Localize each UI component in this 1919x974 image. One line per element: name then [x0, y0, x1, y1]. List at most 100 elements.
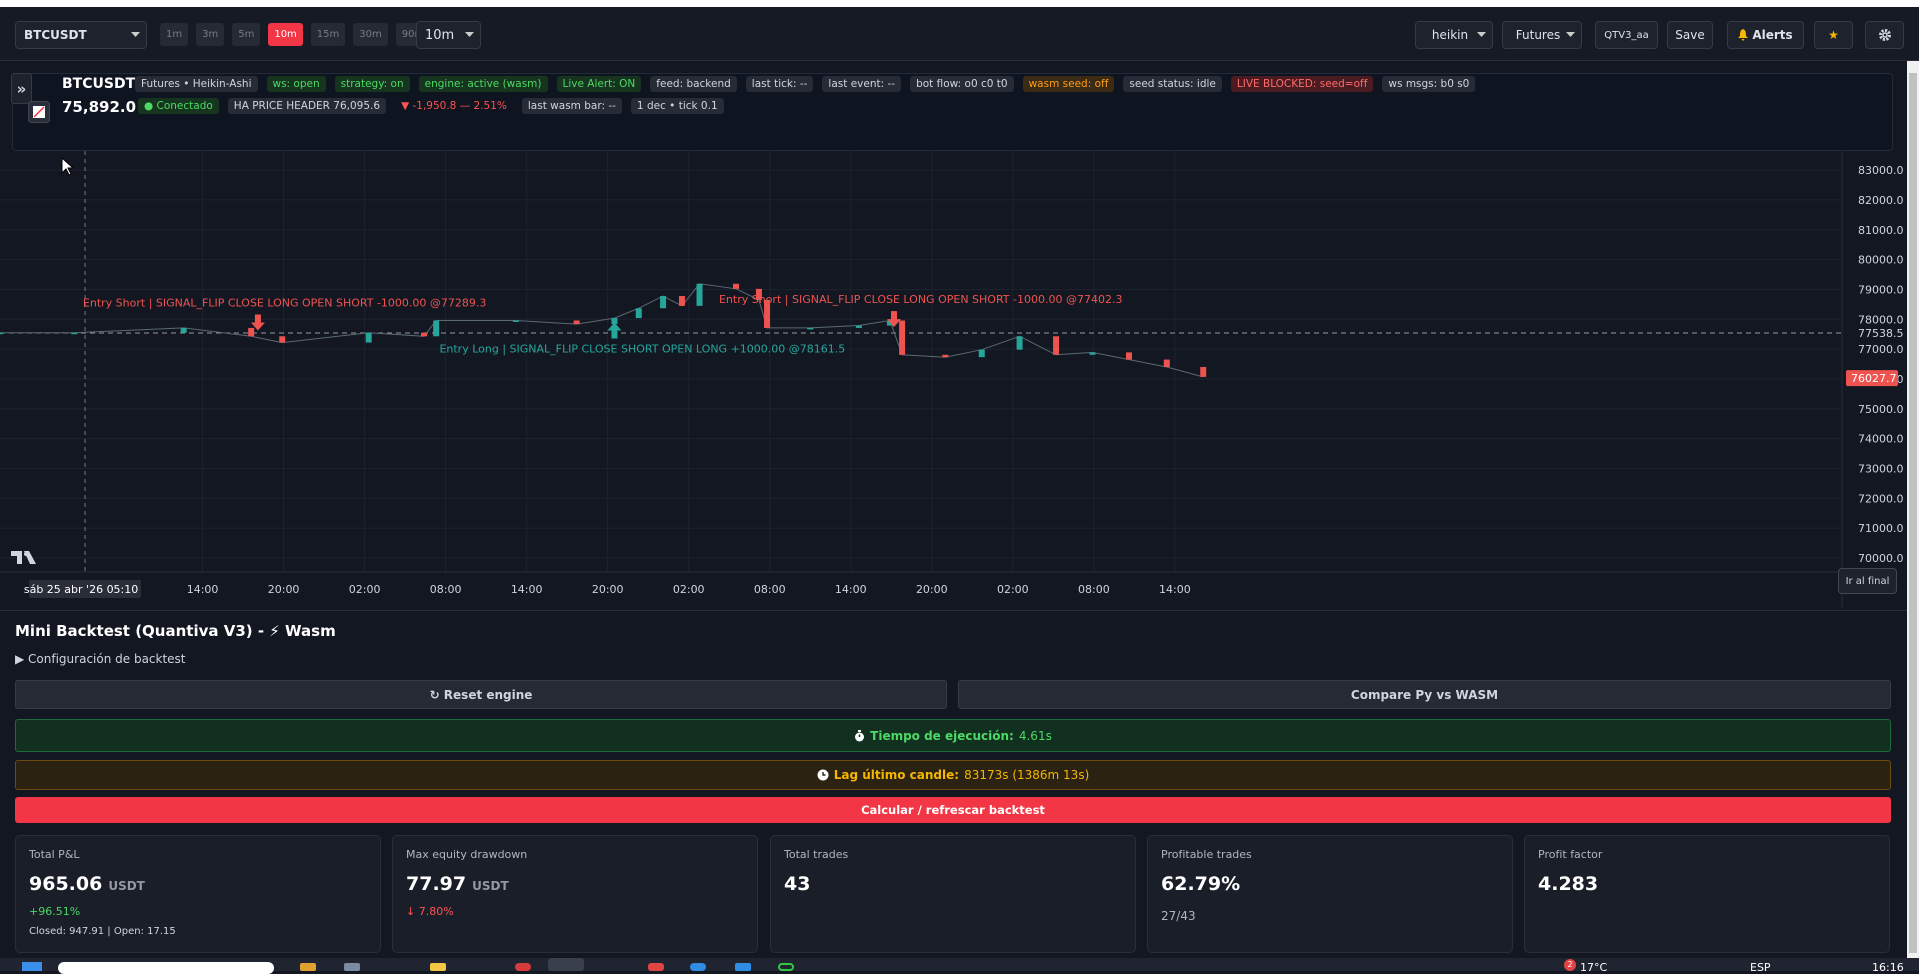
candle [573, 320, 580, 325]
symbol-select[interactable]: BTCUSDT [15, 21, 147, 49]
status-badge: ▼ -1,950.8 — 2.51% [401, 100, 507, 112]
candle [899, 320, 906, 355]
go-end-button[interactable]: Ir al final [1838, 568, 1897, 594]
save-button[interactable]: Save [1667, 21, 1713, 49]
backtest-title: Mini Backtest (Quantiva V3) - ⚡ Wasm [15, 622, 336, 640]
app-icon[interactable] [778, 963, 794, 971]
candle [942, 354, 949, 358]
interval-button[interactable]: 10m [268, 23, 303, 46]
y-tick-label: 71000.0 [1858, 522, 1904, 535]
x-tick-label: 08:00 [430, 583, 462, 596]
market-select[interactable]: Futures [1502, 21, 1582, 49]
candle [807, 327, 814, 330]
symbol-icon [28, 101, 50, 123]
compare: Compare Py vs WASM [1350, 687, 1499, 702]
app-icon[interactable] [690, 963, 706, 971]
metric-card: Total trades 43 [770, 835, 1136, 953]
candle [1200, 367, 1207, 377]
start-icon [22, 962, 42, 971]
candle [886, 320, 893, 326]
app-icon[interactable] [648, 963, 664, 971]
entry-arrow [886, 311, 901, 328]
y-tick-label: 82000.0 [1858, 194, 1904, 207]
interval-button[interactable]: 5m [232, 23, 261, 46]
expand-button[interactable]: » [11, 73, 32, 104]
notification-badge: 2 [1564, 959, 1576, 971]
compare-button[interactable]: Compare Py vs WASM [958, 680, 1891, 709]
favorite: ★ [1828, 28, 1839, 42]
interval-button[interactable]: 30m [353, 23, 388, 46]
toolbar: BTCUSDT 1m 3m 5m 10m 15m 30m 90m 10m heikin Fu… [0, 7, 1919, 61]
y-tick-label: 80000.0 [1858, 254, 1904, 267]
style-select[interactable]: heikin [1415, 21, 1493, 49]
candle [978, 349, 985, 358]
metric-label: Profitable trades [1161, 848, 1252, 861]
crosshair-time-box [29, 580, 142, 598]
entry-label: Entry Long | SIGNAL_FLIP CLOSE SHORT OPE… [439, 342, 845, 355]
candle [1125, 352, 1132, 360]
bell-icon [1738, 29, 1749, 41]
entry-arrow [607, 322, 622, 339]
run: Calcular / refrescar backtest [861, 803, 1045, 817]
header-symbol: BTCUSDT [62, 76, 136, 92]
metric-number: 43 [784, 873, 811, 895]
metric-label: Total P&L [29, 848, 80, 861]
backtest-panel: Mini Backtest (Quantiva V3) - ⚡ Wasm ▶ C… [0, 610, 1907, 958]
app-icon[interactable] [735, 963, 751, 971]
config-toggle[interactable]: ▶ Configuración de backtest [15, 652, 186, 666]
x-tick-label: 14:00 [187, 583, 219, 596]
candle [855, 325, 862, 328]
metric-label: Profit factor [1538, 848, 1603, 861]
metric-value: 43 [784, 873, 1122, 895]
candle [433, 320, 440, 337]
lag-label: Lag último candle: [833, 768, 960, 782]
candle [248, 327, 255, 337]
x-tick-label: 14:00 [1159, 583, 1191, 596]
interval-button[interactable]: 1m [160, 23, 189, 46]
metric-value: 965.06 USDT [29, 873, 367, 895]
metric-card: Profitable trades 62.79% 27/43 [1147, 835, 1513, 953]
x-tick-label: 02:00 [673, 583, 705, 596]
alerts-button[interactable]: Alerts [1727, 21, 1804, 49]
candle [512, 320, 519, 322]
preset: QTV3_aa [1604, 29, 1649, 41]
interval-button[interactable]: 15m [310, 23, 346, 46]
app-icon[interactable] [430, 963, 446, 971]
status-badge: ws msgs: b0 s0 [1382, 76, 1476, 92]
status-badge: last wasm bar: -- [521, 98, 622, 114]
candle [678, 296, 685, 306]
app-icon[interactable] [344, 963, 360, 971]
interval-button[interactable]: 3m [196, 23, 225, 46]
candle [0, 332, 3, 335]
interval-select[interactable]: 10m [416, 21, 481, 49]
price-line [0, 283, 1204, 378]
settings-button[interactable] [1865, 21, 1904, 49]
y-tick-label: 78000.0 [1858, 313, 1904, 326]
scrollbar[interactable] [1907, 61, 1919, 958]
app-icon-active[interactable] [548, 958, 584, 971]
current-price-label: 77538.5 [1858, 327, 1904, 340]
app-icon[interactable] [300, 963, 316, 971]
run-button[interactable]: Calcular / refrescar backtest [15, 797, 1891, 823]
save: Save [1675, 28, 1705, 42]
exec-time-bar: Tiempo de ejecución: 4.61s [15, 719, 1891, 752]
status-badge: seed status: idle [1123, 76, 1222, 92]
tv-logo [11, 551, 36, 564]
clock-icon [817, 769, 829, 781]
preset-button[interactable]: QTV3_aa [1595, 21, 1658, 49]
exec-label: Tiempo de ejecución: [870, 728, 1014, 743]
x-tick-label: 20:00 [916, 583, 948, 596]
chart-style: heikin [1431, 28, 1469, 42]
search-box[interactable] [58, 962, 274, 974]
mouse-cursor [61, 157, 73, 176]
exec-value: 4.61s [1018, 728, 1052, 743]
candle [696, 283, 703, 306]
app-icon[interactable] [515, 963, 531, 971]
reset-button[interactable]: ↻ Reset engine [15, 680, 947, 709]
price-chart: 83000.0 82000.0 81000.0 80000.0 79000.0 78000… [0, 151, 1907, 608]
status-badge: engine: active (wasm) [418, 76, 548, 92]
y-tick-label: 83000.0 [1858, 164, 1904, 177]
favorite-button[interactable]: ★ [1814, 21, 1853, 49]
y-tick-label: 81000.0 [1858, 224, 1904, 237]
